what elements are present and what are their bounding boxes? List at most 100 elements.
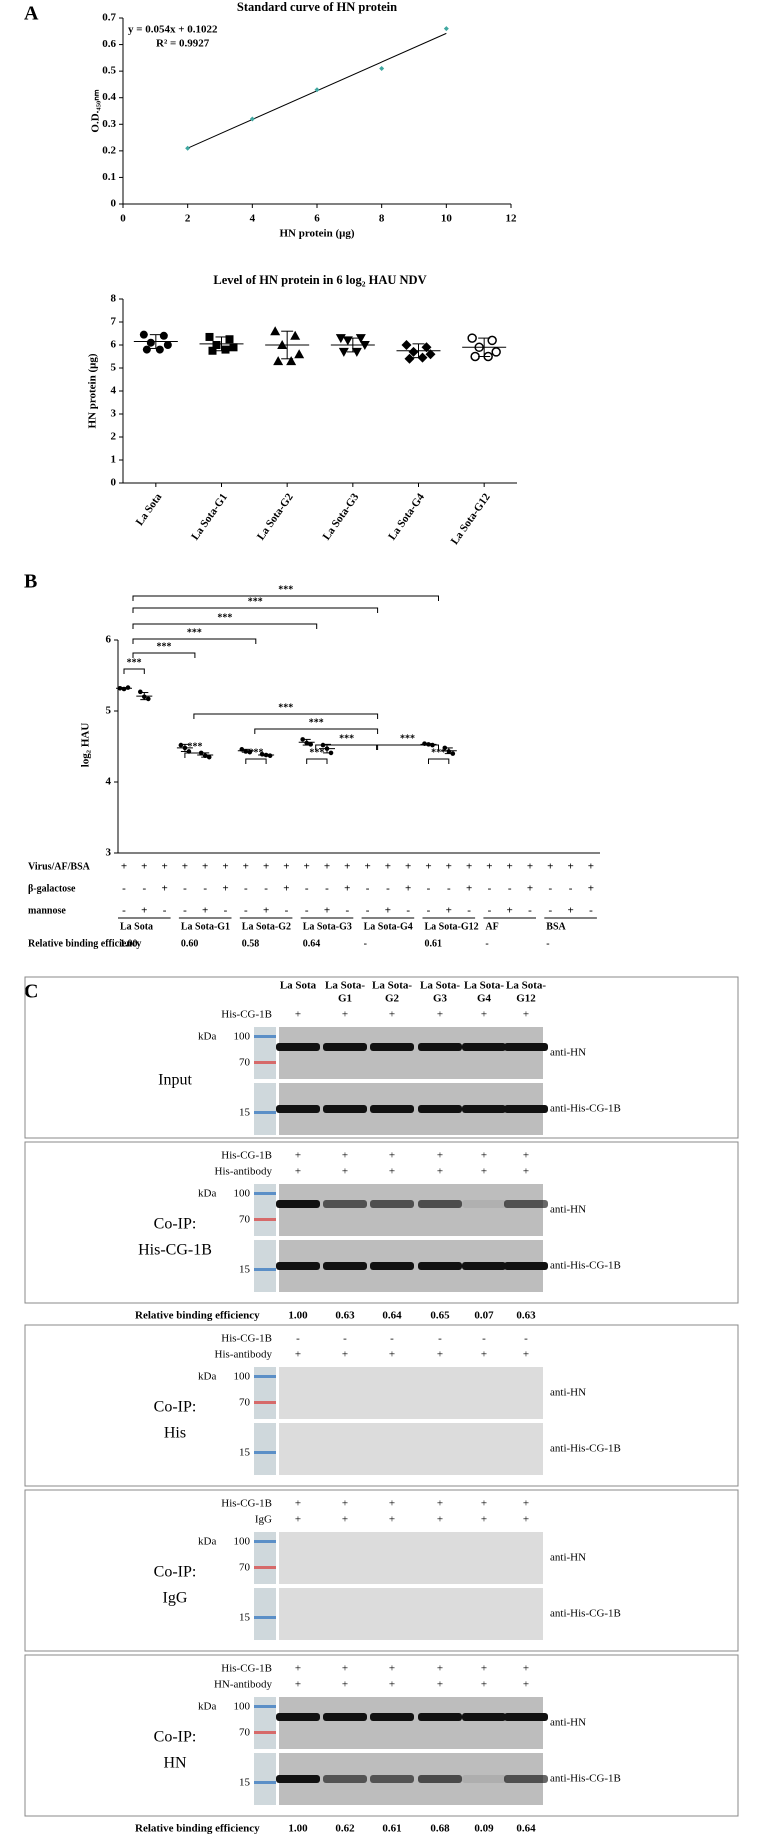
x-tick-label: La Sota-G12: [449, 491, 493, 547]
row-cell: -: [548, 883, 552, 895]
condition-cell: +: [523, 1679, 529, 1691]
x-tick-label: La Sota-G4: [386, 491, 427, 543]
band: [323, 1713, 367, 1721]
efficiency-cell: 0.58: [242, 938, 259, 949]
significance-label: ***: [127, 657, 142, 668]
significance-label: ***: [156, 641, 171, 652]
condition-cell: +: [481, 1166, 487, 1178]
significance-bracket: [132, 595, 439, 601]
condition-cell: -: [482, 1333, 486, 1345]
ladder-band: [254, 1451, 276, 1454]
band: [504, 1200, 548, 1208]
significance-bracket: [123, 668, 145, 674]
condition-cell: +: [481, 1514, 487, 1526]
lane-label: La Sota-: [506, 980, 546, 992]
y-tick-label: 0: [111, 477, 117, 489]
antibody-label: anti-HN: [550, 1047, 586, 1059]
band: [418, 1775, 462, 1783]
band: [370, 1713, 414, 1721]
ladder: [254, 1027, 276, 1079]
marker-label: 100: [234, 1701, 251, 1713]
row-cell: +: [588, 883, 594, 895]
kda-label: kDa: [198, 1031, 216, 1043]
band: [276, 1262, 320, 1270]
row-cell: -: [569, 883, 573, 895]
x-tick-label: La Sota-G1: [189, 491, 230, 542]
y-tick-label: 2: [111, 431, 117, 443]
row-label: mannose: [28, 905, 66, 916]
row-cell: -: [345, 905, 349, 917]
significance-label: ***: [187, 627, 202, 638]
x-tick-label: 12: [506, 213, 518, 225]
significance-bracket: [376, 744, 439, 750]
row-cell: +: [182, 861, 188, 873]
point: [185, 145, 191, 151]
point: [221, 345, 230, 354]
antibody-label: anti-HN: [550, 1717, 586, 1729]
band: [323, 1262, 367, 1270]
condition-cell: +: [523, 1150, 529, 1162]
x-tick-label: 8: [379, 213, 385, 225]
kda-label: kDa: [198, 1371, 216, 1383]
block-title: IgG: [163, 1590, 188, 1607]
block-title: Co-IP:: [154, 1564, 197, 1581]
efficiency-value: 0.63: [516, 1310, 536, 1322]
marker-label: 15: [239, 1612, 251, 1624]
y-tick-label: 0.3: [102, 118, 116, 130]
band: [504, 1775, 548, 1783]
point: [314, 87, 320, 93]
row-cell: +: [344, 883, 350, 895]
chart-title: Level of HN protein in 6 log₂ HAU NDV: [213, 273, 426, 287]
row-cell: +: [405, 883, 411, 895]
lane-label: La Sota-: [372, 980, 412, 992]
x-tick-label: 10: [441, 213, 453, 225]
point: [159, 331, 168, 340]
band: [276, 1775, 320, 1783]
row-cell: -: [508, 883, 512, 895]
row-cell: -: [427, 905, 431, 917]
condition-cell: +: [437, 1679, 443, 1691]
antibody-label: anti-HN: [550, 1204, 586, 1216]
efficiency-value: 1.00: [288, 1823, 308, 1835]
x-tick-label: La Sota-G2: [255, 491, 296, 543]
condition-cell: +: [437, 1349, 443, 1361]
band: [462, 1775, 506, 1783]
row-cell: +: [385, 905, 391, 917]
blot-panel: [279, 1027, 543, 1079]
condition-cell: +: [481, 1679, 487, 1691]
row-cell: -: [366, 905, 370, 917]
condition-cell: +: [481, 1498, 487, 1510]
row-label: β-galactose: [28, 883, 76, 894]
marker-label: 100: [234, 1031, 251, 1043]
row-cell: -: [285, 905, 289, 917]
antibody-label: anti-HN: [550, 1387, 586, 1399]
row-cell: -: [325, 883, 329, 895]
point: [138, 689, 143, 695]
x-tick-label: 2: [185, 213, 191, 225]
condition-cell: -: [438, 1333, 442, 1345]
point: [355, 334, 366, 344]
ladder-band: [254, 1192, 276, 1195]
kda-label: kDa: [198, 1536, 216, 1548]
point: [294, 349, 305, 359]
condition-cell: +: [295, 1009, 301, 1021]
lane-label: G2: [385, 993, 400, 1005]
block-title: His-CG-1B: [138, 1242, 212, 1259]
row-cell: +: [161, 861, 167, 873]
efficiency-cell: 0.60: [181, 938, 199, 949]
antibody-label: anti-His-CG-1B: [550, 1608, 621, 1620]
row-cell: +: [283, 883, 289, 895]
blot-box: [24, 1141, 739, 1304]
ladder-band: [254, 1566, 276, 1569]
row-cell: -: [244, 883, 248, 895]
row-cell: -: [488, 905, 492, 917]
ladder-band: [254, 1268, 276, 1271]
marker-label: 15: [239, 1107, 251, 1119]
row-cell: +: [141, 905, 147, 917]
condition-cell: +: [342, 1679, 348, 1691]
ladder: [254, 1532, 276, 1584]
blot-box: [24, 1324, 739, 1487]
ladder: [254, 1184, 276, 1236]
band: [504, 1713, 548, 1721]
row-label: Virus/AF/BSA: [28, 861, 91, 872]
